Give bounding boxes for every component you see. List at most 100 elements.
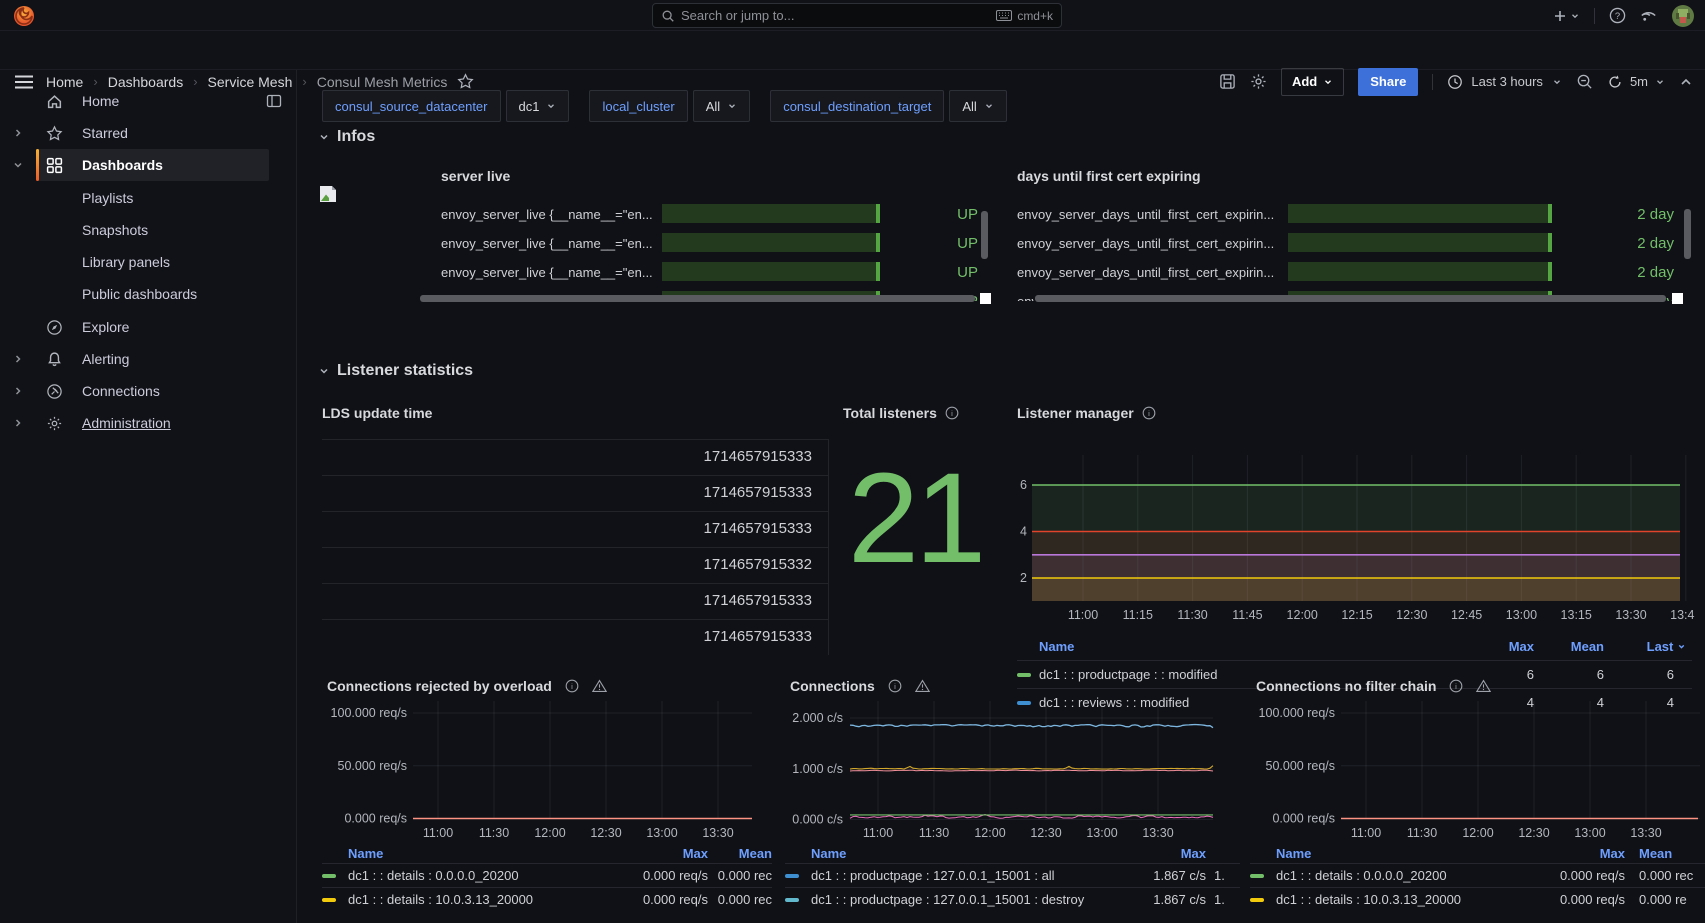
legend-header-name[interactable]: Name	[348, 846, 598, 861]
sidebar-item-public-dashboards[interactable]: Public dashboards	[0, 278, 297, 310]
gear-icon	[46, 415, 63, 432]
refresh-picker[interactable]: 5m	[1607, 74, 1665, 90]
sidebar-item-dashboards[interactable]: Dashboards	[0, 149, 297, 181]
scroll-handle[interactable]	[1672, 293, 1683, 304]
grafana-logo-icon[interactable]	[12, 4, 36, 28]
scrollbar-vertical[interactable]	[981, 211, 988, 259]
panel-header-connections: Connections i	[790, 678, 930, 694]
chevron-right-icon[interactable]	[12, 417, 24, 429]
info-icon[interactable]: i	[565, 679, 579, 693]
sidebar-item-connections[interactable]: Connections	[0, 375, 297, 407]
conn-no-filter-chart[interactable]: 100.000 req/s50.000 req/s0.000 req/s11:0…	[1250, 695, 1705, 843]
panel-title-total-listeners[interactable]: Total listeners	[843, 405, 937, 421]
broken-image-icon	[318, 184, 338, 204]
panel-title-listener-manager[interactable]: Listener manager	[1017, 405, 1134, 421]
series-name[interactable]: dc1 : : details : 0.0.0.0_20200	[348, 868, 598, 883]
panel-title-conn-rejected[interactable]: Connections rejected by overload	[327, 678, 552, 694]
sidebar-item-explore[interactable]: Explore	[0, 311, 297, 343]
sidebar-item-alerting[interactable]: Alerting	[0, 343, 297, 375]
info-icon[interactable]: i	[1449, 679, 1463, 693]
chevron-right-icon[interactable]	[12, 385, 24, 397]
legend-header-name[interactable]: Name	[811, 846, 1091, 861]
x-axis-tick-label: 13:30	[702, 826, 733, 840]
sidebar-item-administration[interactable]: Administration	[0, 407, 297, 439]
conn-rejected-chart[interactable]: 100.000 req/s50.000 req/s0.000 req/s11:0…	[322, 695, 772, 843]
panel-title-server-live[interactable]: server live	[441, 168, 510, 184]
panel-title-lds-update-time[interactable]: LDS update time	[322, 405, 432, 421]
help-button[interactable]: ?	[1609, 7, 1626, 24]
dashboard-settings-icon[interactable]	[1250, 73, 1267, 90]
legend-header-mean[interactable]: Mean	[1625, 846, 1705, 861]
warning-icon[interactable]	[1476, 679, 1491, 693]
legend-header-name[interactable]: Name	[1276, 846, 1515, 861]
series-swatch	[322, 898, 336, 902]
add-menu-button[interactable]	[1553, 9, 1580, 23]
user-avatar[interactable]	[1671, 4, 1695, 28]
x-axis-tick-label: 13:00	[1506, 608, 1537, 622]
panel-title-cert-expiring[interactable]: days until first cert expiring	[1017, 168, 1201, 184]
add-panel-button[interactable]: Add	[1281, 68, 1344, 96]
listener-manager-chart[interactable]: 64211:0011:1511:3011:4512:0012:1512:3012…	[1017, 448, 1695, 626]
series-name[interactable]: dc1 : : productpage : 127.0.0.1_15001 : …	[811, 868, 1091, 883]
sidebar-item-starred[interactable]: Starred	[0, 117, 297, 149]
series-name[interactable]: dc1 : : details : 10.0.3.13_20000	[348, 892, 598, 907]
sidebar-item-playlists[interactable]: Playlists	[0, 182, 297, 214]
legend-header-mean[interactable]: Mean	[708, 846, 772, 861]
x-axis-tick-label: 11:45	[1232, 608, 1262, 622]
series-name[interactable]: dc1 : : details : 10.0.3.13_20000	[1276, 892, 1515, 907]
legend-header-max[interactable]: Max	[1515, 846, 1625, 861]
variable-value-consul-source-datacenter[interactable]: dc1	[506, 90, 570, 122]
metric-value: 2 day	[1602, 264, 1674, 281]
series-name[interactable]: dc1 : : details : 0.0.0.0_20200	[1276, 868, 1515, 883]
legend-header-max[interactable]: Max	[1091, 846, 1206, 861]
legend-header-max[interactable]: Max	[598, 846, 708, 861]
section-row-infos[interactable]: Infos	[318, 128, 375, 146]
chevron-down-icon[interactable]	[12, 159, 24, 171]
scroll-handle[interactable]	[980, 293, 991, 304]
scrollbar-vertical[interactable]	[1684, 209, 1691, 259]
info-icon[interactable]: i	[888, 679, 902, 693]
collapse-toolbar-icon[interactable]	[1679, 75, 1693, 89]
sidebar-item-library-panels[interactable]: Library panels	[0, 246, 297, 278]
variable-label-consul-destination-target[interactable]: consul_destination_target	[770, 90, 944, 122]
breadcrumb-dashboards[interactable]: Dashboards	[108, 74, 184, 90]
info-icon[interactable]: i	[1142, 406, 1156, 420]
zoom-out-time-icon[interactable]	[1576, 73, 1593, 90]
favorite-star-icon[interactable]	[457, 73, 474, 90]
mega-menu-toggle[interactable]	[14, 75, 34, 89]
info-icon[interactable]: i	[945, 406, 959, 420]
variable-value-local-cluster[interactable]: All	[693, 90, 750, 122]
warning-icon[interactable]	[592, 679, 607, 693]
legend-row: dc1 : : details : 10.0.3.13_20000 0.000 …	[322, 887, 772, 911]
series-name[interactable]: dc1 : : productpage : 127.0.0.1_15001 : …	[811, 892, 1091, 907]
warning-icon[interactable]	[915, 679, 930, 693]
scrollbar-horizontal[interactable]	[420, 295, 975, 302]
search-input[interactable]: Search or jump to... cmd+k	[652, 3, 1062, 28]
legend-header-name[interactable]: Name	[1039, 639, 1454, 654]
breadcrumb-home[interactable]: Home	[46, 74, 83, 90]
panel-title-connections[interactable]: Connections	[790, 678, 875, 694]
scrollbar-horizontal[interactable]	[1035, 295, 1666, 302]
share-button[interactable]: Share	[1358, 68, 1418, 96]
section-row-listener-statistics[interactable]: Listener statistics	[318, 362, 473, 380]
save-dashboard-icon[interactable]	[1219, 73, 1236, 90]
legend-header-mean[interactable]: Mean	[1534, 639, 1604, 654]
x-axis-tick-label: 12:00	[534, 826, 565, 840]
chevron-right-icon[interactable]	[12, 353, 24, 365]
breadcrumb-folder[interactable]: Service Mesh	[208, 74, 293, 90]
chevron-right-icon[interactable]	[12, 127, 24, 139]
news-button[interactable]	[1640, 7, 1657, 24]
metric-bar	[1288, 204, 1552, 223]
panel-title-conn-no-filter[interactable]: Connections no filter chain	[1256, 678, 1436, 694]
rss-icon	[1640, 7, 1657, 24]
chevron-down-icon	[318, 131, 330, 143]
sidebar-item-snapshots[interactable]: Snapshots	[0, 214, 297, 246]
chevron-down-icon	[546, 101, 556, 111]
variable-label-local-cluster[interactable]: local_cluster	[589, 90, 687, 122]
legend-header-max[interactable]: Max	[1454, 639, 1534, 654]
compass-icon	[46, 319, 63, 336]
connections-chart[interactable]: 2.000 c/s1.000 c/s0.000 c/s11:0011:3012:…	[785, 695, 1240, 843]
time-range-picker[interactable]: Last 3 hours	[1447, 74, 1562, 90]
variable-value-consul-destination-target[interactable]: All	[949, 90, 1006, 122]
legend-header-last[interactable]: Last	[1604, 639, 1692, 654]
